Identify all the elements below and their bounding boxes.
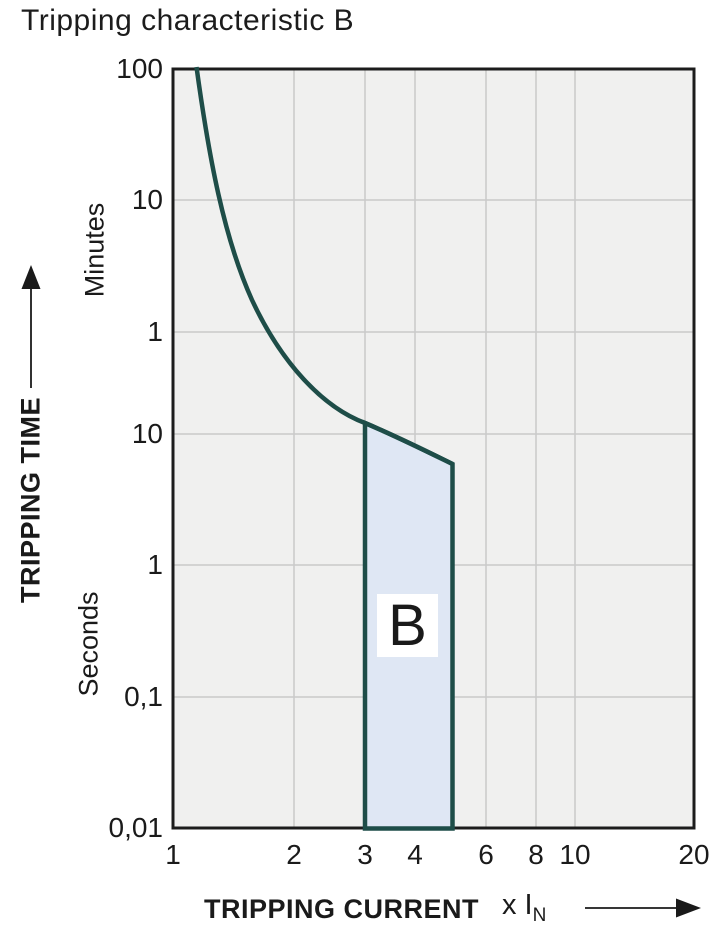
x-tick-label: 20 — [678, 839, 710, 870]
x-axis-unit: x IN — [502, 889, 546, 925]
x-tick-label: 10 — [559, 839, 591, 870]
minutes-unit-label: Minutes — [79, 202, 110, 298]
x-tick-label: 2 — [286, 839, 302, 870]
right-arrow-icon — [585, 898, 701, 918]
y-tick-label: 10 — [131, 418, 163, 449]
y-tick-label: 1 — [147, 549, 163, 580]
chart-title: Tripping characteristic B — [21, 4, 355, 37]
tripping-curve — [194, 66, 454, 467]
band-label: B — [377, 593, 438, 658]
x-tick-label: 8 — [528, 839, 544, 870]
x-tick-label: 6 — [478, 839, 494, 870]
x-tick-label: 3 — [357, 839, 373, 870]
x-axis-title: TRIPPING CURRENT — [204, 894, 480, 924]
y-tick-label: 1 — [147, 316, 163, 347]
x-tick-label: 1 — [165, 839, 181, 870]
x-axis-unit-prefix: x I — [502, 889, 533, 921]
x-tick-label: 4 — [407, 839, 423, 870]
x-axis-unit-subscript: N — [532, 904, 547, 926]
y-tick-label: 10 — [131, 184, 163, 215]
y-axis-title: TRIPPING TIME — [15, 396, 46, 604]
seconds-unit-label: Seconds — [73, 591, 104, 697]
y-tick-label: 0,1 — [124, 681, 163, 712]
y-tick-label: 100 — [116, 53, 163, 84]
y-tick-label: 0,01 — [108, 812, 164, 843]
up-arrow-icon — [21, 265, 41, 388]
